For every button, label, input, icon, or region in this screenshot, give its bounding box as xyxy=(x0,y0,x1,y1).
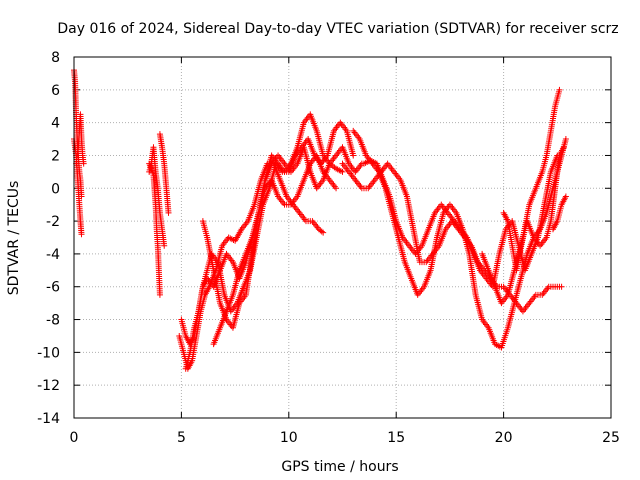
data-point xyxy=(80,160,87,167)
axis-ticks: 0 5 10 15 20 25 -14 -12 -10 -8 -6 -4 -2 0 2 4 6 8 xyxy=(37,50,620,446)
data-point xyxy=(339,168,346,175)
data-point xyxy=(161,242,168,249)
data-point xyxy=(320,229,327,236)
chart-title: Day 016 of 2024, Sidereal Day-to-day VTE… xyxy=(57,21,618,37)
data-point xyxy=(560,144,567,151)
x-axis-label: GPS time / hours xyxy=(281,459,398,475)
data-point xyxy=(350,152,357,159)
data-point-fill xyxy=(318,228,325,235)
y-tick-label: -8 xyxy=(46,313,60,329)
y-tick-label: -4 xyxy=(46,247,60,263)
data-point xyxy=(558,283,565,290)
x-tick-label: 15 xyxy=(387,430,405,446)
data-point xyxy=(333,185,340,192)
data-points xyxy=(71,67,569,372)
y-tick-label: 8 xyxy=(51,50,60,66)
y-tick-label: -6 xyxy=(46,280,60,296)
plot-frame xyxy=(73,56,612,419)
y-tick-label: -14 xyxy=(37,411,60,427)
y-tick-label: 4 xyxy=(51,116,60,132)
x-tick-label: 20 xyxy=(495,430,513,446)
data-point xyxy=(556,86,563,93)
x-tick-label: 5 xyxy=(177,430,186,446)
data-point xyxy=(165,209,172,216)
y-tick-label: 2 xyxy=(51,148,60,164)
y-tick-label: -2 xyxy=(46,214,60,230)
y-tick-label: -10 xyxy=(37,345,60,361)
data-point xyxy=(562,193,569,200)
y-tick-label: 6 xyxy=(51,83,60,99)
data-point xyxy=(78,231,85,238)
y-axis-label: SDTVAR / TECUs xyxy=(6,181,22,296)
data-point xyxy=(562,136,569,143)
x-tick-label: 0 xyxy=(70,430,79,446)
y-tick-label: 0 xyxy=(51,181,60,197)
data-point xyxy=(156,291,163,298)
x-tick-label: 10 xyxy=(280,430,298,446)
y-tick-label: -12 xyxy=(37,378,60,394)
x-tick-label: 25 xyxy=(602,430,620,446)
